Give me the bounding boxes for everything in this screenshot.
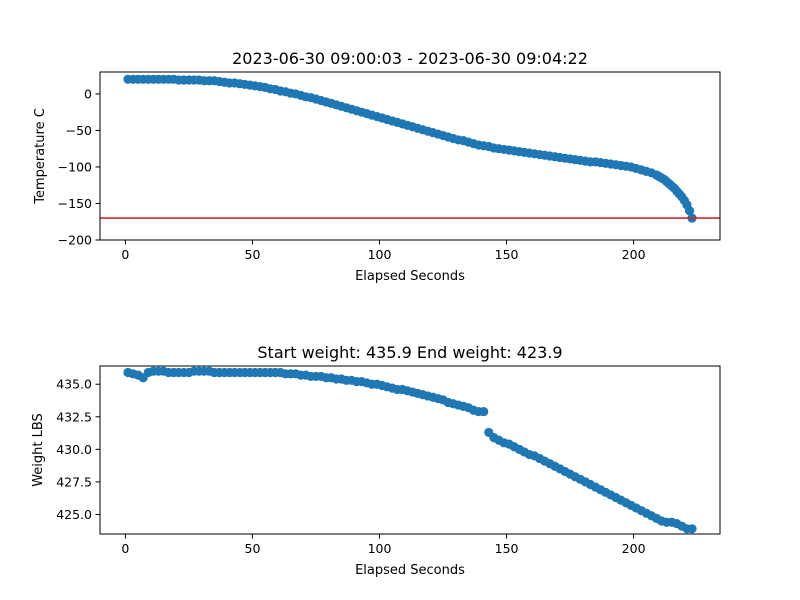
temperature-subplot: 2023-06-30 09:00:03 - 2023-06-30 09:04:2… [33,49,721,284]
weight-chart-title: Start weight: 435.9 End weight: 423.9 [257,343,562,362]
temperature-chart-title: 2023-06-30 09:00:03 - 2023-06-30 09:04:2… [232,49,588,68]
weight-x-tick-label: 150 [495,541,519,556]
temperature-x-axis-label: Elapsed Seconds [355,269,465,284]
temperature-y-tick-label: −50 [66,123,92,138]
temperature-y-tick-label: −200 [58,233,92,248]
temperature-y-tick-label: 0 [84,86,92,101]
temperature-x-tick-label: 150 [495,247,519,262]
weight-x-tick-label: 50 [245,541,261,556]
weight-x-tick-label: 200 [622,541,646,556]
weight-x-axis-label: Elapsed Seconds [355,563,465,578]
weight-data-point [479,406,489,417]
weight-y-tick-label: 427.5 [56,474,92,489]
weight-y-tick-label: 425.0 [56,507,92,522]
weight-ticks: 0 50 100 150 200 435.0 432.5 430.0 427.5 425.0 [56,377,645,556]
temperature-y-tick-label: −150 [58,196,92,211]
temperature-y-axis-label: Temperature C [33,108,48,205]
weight-y-axis-label: Weight LBS [31,413,46,487]
temperature-ticks: 0 50 100 150 200 0 −50 −100 −150 −200 [58,86,646,262]
weight-axes-frame [99,365,721,535]
temperature-x-tick-label: 200 [622,247,646,262]
weight-y-tick-label: 432.5 [56,409,92,424]
temperature-x-tick-label: 50 [245,247,261,262]
temperature-series [100,74,720,223]
temperature-y-tick-label: −100 [58,159,92,174]
weight-y-tick-label: 430.0 [56,442,92,457]
temperature-axes-frame [99,71,721,241]
weight-x-tick-label: 0 [121,541,129,556]
weight-y-tick-label: 435.0 [56,377,92,392]
weight-subplot: Start weight: 435.9 End weight: 423.9 El… [31,343,721,578]
weight-data-point [687,524,697,534]
temperature-x-tick-label: 100 [368,247,392,262]
weight-series [123,366,697,534]
temperature-x-tick-label: 0 [121,247,129,262]
temperature-data-point [684,206,695,216]
weight-x-tick-label: 100 [368,541,392,556]
